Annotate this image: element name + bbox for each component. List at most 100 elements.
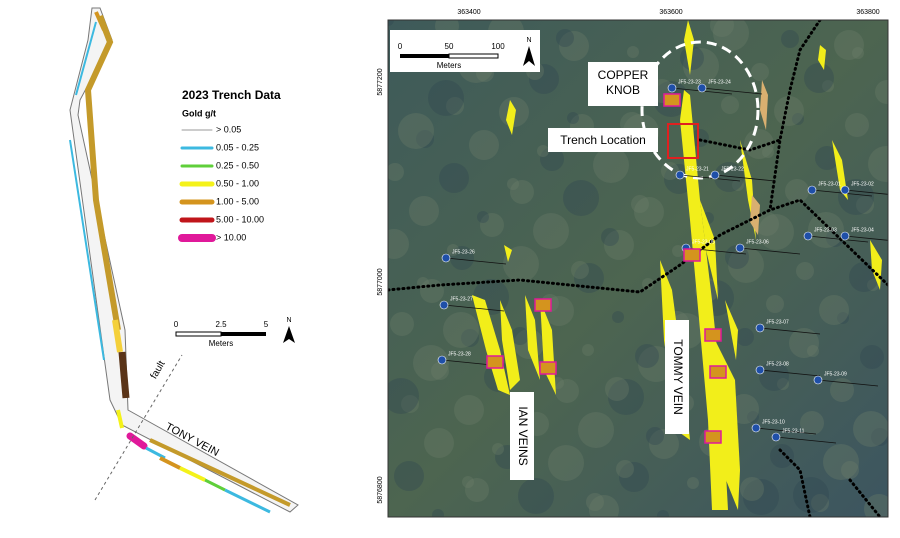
texture-dot <box>398 113 434 149</box>
texture-dot <box>747 411 759 423</box>
texture-dot <box>612 311 624 323</box>
texture-dot <box>823 444 859 480</box>
texture-dot <box>713 20 749 51</box>
label-box <box>548 128 658 152</box>
texture-dot <box>533 213 569 249</box>
texture-dot <box>822 80 834 92</box>
texture-dot <box>868 146 888 182</box>
texture-dot <box>852 47 864 59</box>
texture-dot <box>826 229 844 247</box>
texture-dot <box>589 495 619 517</box>
trench-marker <box>486 355 504 369</box>
trench-strip <box>179 466 206 482</box>
hole-collar <box>807 185 817 195</box>
texture-dot <box>388 20 394 26</box>
hole-trace <box>775 436 837 444</box>
scale-tick: 0 <box>398 42 403 51</box>
trench-strip <box>75 21 97 96</box>
texture-dot <box>774 96 804 126</box>
texture-dot <box>567 112 579 124</box>
scale-bar <box>400 54 449 58</box>
hole-trace <box>679 174 741 182</box>
texture-dot <box>616 460 634 478</box>
texture-dot <box>849 262 879 292</box>
texture-dot <box>586 493 604 511</box>
trench-location-box <box>667 123 699 159</box>
north-label: N <box>286 317 291 324</box>
texture-dot <box>503 246 539 282</box>
north-arrow <box>283 326 295 343</box>
hole-collar <box>439 300 449 310</box>
texture-dot <box>432 509 444 517</box>
easting-label: 363600 <box>659 9 682 16</box>
scale-box <box>390 30 540 72</box>
hole-collar <box>755 323 765 333</box>
trench-strip <box>159 456 181 470</box>
hole-trace <box>844 189 888 195</box>
legend-label: 0.25 - 0.50 <box>216 160 259 170</box>
north-label: N <box>526 37 531 44</box>
texture-dot <box>540 147 564 171</box>
hole-label: JF5-23-26 <box>452 249 475 255</box>
scale-unit: Meters <box>209 339 233 348</box>
texture-dot <box>477 211 489 223</box>
texture-dot <box>804 63 834 93</box>
texture-dot <box>736 328 754 346</box>
texture-dot <box>691 129 709 147</box>
hole-trace <box>443 304 505 312</box>
texture-dot <box>454 395 484 425</box>
texture-dot <box>796 262 814 280</box>
texture-dot <box>439 163 469 193</box>
trench-strip <box>69 139 105 361</box>
hole-label: JF5-23-03 <box>814 227 837 233</box>
texture-dot <box>446 97 464 115</box>
texture-dot <box>759 361 789 391</box>
hole-trace <box>714 174 776 182</box>
trench-strip <box>149 438 291 507</box>
trench-strip <box>116 409 124 429</box>
texture-dot <box>661 162 679 180</box>
texture-dot <box>777 378 789 390</box>
scale-tick: 0 <box>174 320 179 329</box>
trench-location-label: Trench Location <box>560 133 646 147</box>
texture-dot <box>871 428 888 446</box>
texture-dot <box>837 312 849 324</box>
hole-label: JF5-23-07 <box>766 319 789 325</box>
fault-line <box>94 354 183 501</box>
hole-label: JF5-23-04 <box>851 227 874 233</box>
map-coordinates: 363400 363600 363800 5877200 5877000 5876800 <box>377 9 880 504</box>
texture-dot <box>450 246 474 270</box>
texture-dot <box>571 261 589 279</box>
scale-tick: 2.5 <box>215 320 227 329</box>
faults <box>388 20 888 517</box>
texture-dot <box>537 145 549 157</box>
hole-trace <box>445 257 507 265</box>
scale-bar <box>221 332 266 336</box>
easting-label: 363800 <box>856 9 879 16</box>
texture-dot <box>815 146 839 170</box>
label-box <box>588 62 658 106</box>
texture-dot <box>428 80 464 116</box>
texture-dot <box>860 345 884 369</box>
texture-dot <box>634 197 664 227</box>
trench-marker <box>663 93 681 107</box>
hole-label: JF5-23-22 <box>721 166 744 172</box>
texture-dot <box>875 80 888 104</box>
hole-collar <box>840 231 850 241</box>
hole-label: JF5-23-02 <box>851 181 874 187</box>
trench-marker <box>539 361 557 375</box>
legend-label: 5.00 - 10.00 <box>216 214 264 224</box>
texture-dot <box>559 31 589 61</box>
texture-dot <box>461 329 479 347</box>
texture-dot <box>762 146 774 158</box>
label-box <box>510 392 534 480</box>
texture-dot <box>511 327 529 345</box>
texture-dot <box>578 412 614 448</box>
texture-dot <box>605 377 629 401</box>
texture-dot <box>390 312 414 336</box>
texture-dot <box>555 379 579 403</box>
hole-label: JF5-23-21 <box>686 166 709 172</box>
texture-dot <box>672 245 684 257</box>
trench-marker <box>534 298 552 312</box>
texture-dot <box>548 445 584 481</box>
